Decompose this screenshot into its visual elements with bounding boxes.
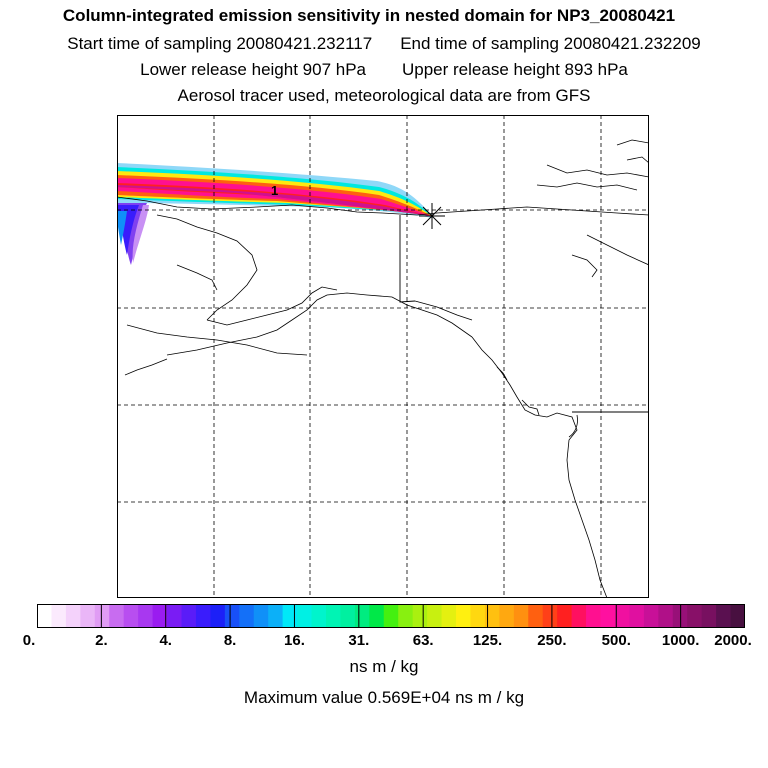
coastlines — [117, 139, 649, 598]
colorbar-cell — [239, 604, 255, 628]
colorbar-cell — [37, 604, 52, 628]
colorbar-cell — [643, 604, 659, 628]
colorbar-units: ns m / kg — [349, 657, 419, 676]
colorbar-cell — [542, 604, 558, 628]
colorbar-tick-label: 125. — [472, 632, 503, 649]
colorbar-tick-label: 2. — [95, 632, 108, 649]
colorbar-tick-label: 250. — [537, 632, 567, 649]
colorbar-cell — [65, 604, 81, 628]
colorbar-cell — [51, 604, 67, 628]
colorbar-cell — [586, 604, 602, 628]
colorbar-cell — [181, 604, 197, 628]
colorbar-tick-label: 31. — [348, 632, 370, 649]
colorbar-frame — [37, 604, 745, 628]
release-point-star-icon — [419, 203, 445, 229]
colorbar-cell — [268, 604, 284, 628]
colorbar-cell — [152, 604, 168, 628]
colorbar-cell — [383, 604, 399, 628]
colorbar-cell — [441, 604, 457, 628]
colorbar-cell — [210, 604, 226, 628]
colorbar-cell — [297, 604, 313, 628]
lower-release-height: Lower release height 907 hPa — [140, 60, 366, 79]
colorbar-cell — [600, 604, 616, 628]
colorbar-tick-label: 2000. — [714, 632, 752, 649]
map-frame — [117, 115, 649, 598]
colorbar-cell — [109, 604, 125, 628]
colorbar-cell — [412, 604, 428, 628]
sampling-times: Start time of sampling 20080421.232117 En… — [0, 34, 768, 54]
colorbar-cell — [80, 604, 96, 628]
colorbar-cell — [282, 604, 298, 628]
colorbar-cell — [123, 604, 139, 628]
grid-lines — [117, 115, 649, 598]
colorbar — [37, 604, 745, 628]
maximum-value: Maximum value 0.569E+04 ns m / kg — [243, 688, 525, 707]
colorbar-tick-label: 16. — [284, 632, 305, 649]
colorbar-tick-label: 1000. — [661, 632, 700, 649]
colorbar-cell — [557, 604, 573, 628]
plume-contour-label: 1 — [271, 183, 278, 198]
colorbar-cell — [470, 604, 486, 628]
tracer-info: Aerosol tracer used, meteorological data… — [177, 86, 591, 105]
colorbar-tick-label: 8. — [223, 632, 237, 649]
colorbar-cell — [730, 604, 745, 628]
colorbar-cell — [571, 604, 587, 628]
colorbar-cell — [94, 604, 110, 628]
colorbar-cell — [614, 604, 630, 628]
colorbar-cell — [456, 604, 471, 628]
colorbar-cell — [354, 604, 370, 628]
colorbar-cell — [195, 604, 211, 628]
colorbar-cell — [340, 604, 356, 628]
release-heights: Lower release height 907 hPa Upper releas… — [0, 60, 768, 80]
colorbar-cell — [253, 604, 269, 628]
colorbar-cell — [398, 604, 414, 628]
start-time: Start time of sampling 20080421.232117 — [67, 34, 373, 53]
borders — [399, 215, 649, 413]
colorbar-tick-label: 0. — [22, 632, 36, 649]
colorbar-cell — [701, 604, 717, 628]
colorbar-tick-label: 63. — [412, 632, 434, 649]
end-time: End time of sampling 20080421.232209 — [400, 34, 701, 53]
colorbar-tick-label: 500. — [601, 632, 631, 649]
colorbar-cell — [528, 604, 544, 628]
map-title: Column-integrated emission sensitivity i… — [62, 6, 676, 25]
emission-plume — [117, 163, 432, 265]
colorbar-cell — [167, 604, 182, 628]
colorbar-cell — [325, 604, 341, 628]
colorbar-cell — [224, 604, 240, 628]
colorbar-cell — [138, 604, 154, 628]
upper-release-height: Upper release height 893 hPa — [402, 60, 628, 79]
colorbar-cell — [499, 604, 515, 628]
colorbar-cell — [484, 604, 500, 628]
colorbar-cell — [369, 604, 385, 628]
colorbar-cell — [311, 604, 327, 628]
colorbar-cell — [629, 604, 645, 628]
colorbar-tick-label: 4. — [159, 632, 172, 649]
map-panel: 1 — [117, 115, 649, 598]
colorbar-cell — [513, 604, 529, 628]
colorbar-cell — [658, 604, 674, 628]
colorbar-cell — [427, 604, 443, 628]
colorbar-cell — [716, 604, 732, 628]
colorbar-cell — [687, 604, 703, 628]
